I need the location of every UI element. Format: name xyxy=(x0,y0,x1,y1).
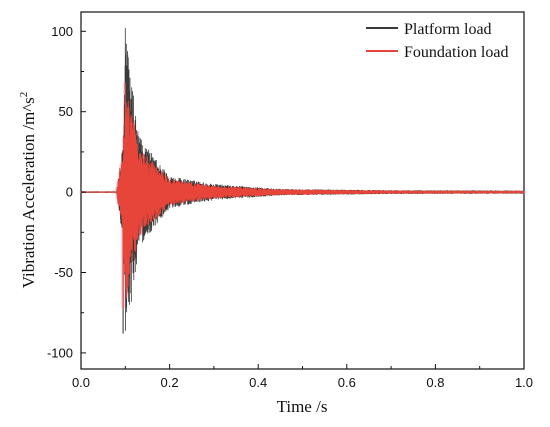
foundation-load-line xyxy=(80,82,525,308)
series-foundation-load xyxy=(80,82,525,308)
y-axis-title: Vibration Acceleration /m^s2 xyxy=(18,92,38,289)
y-tick-label-3: -50 xyxy=(54,265,73,280)
legend-label-foundation: Foundation load xyxy=(404,44,508,61)
y-tick-label-0: 100 xyxy=(51,24,73,39)
x-tick-label-3: 0.6 xyxy=(338,375,356,390)
y-axis-ticks: 100 50 0 -50 -100 xyxy=(47,24,86,360)
x-axis-ticks: 0.0 0.2 0.4 0.6 0.8 1.0 xyxy=(72,364,533,390)
x-tick-label-2: 0.4 xyxy=(249,375,267,390)
y-tick-label-2: 0 xyxy=(66,185,73,200)
x-axis-title: Time /s xyxy=(277,397,328,416)
series-platform-load xyxy=(80,28,525,334)
x-tick-label-4: 0.8 xyxy=(426,375,444,390)
legend-label-platform: Platform load xyxy=(404,21,492,38)
y-tick-label-4: -100 xyxy=(47,345,73,360)
y-axis-title-superscript: 2 xyxy=(18,92,30,98)
y-tick-label-1: 50 xyxy=(59,104,73,119)
y-axis-title-main: Vibration Acceleration /m^s xyxy=(19,97,38,288)
x-tick-label-5: 1.0 xyxy=(515,375,533,390)
legend: Platform load Foundation load xyxy=(366,21,508,61)
x-tick-label-0: 0.0 xyxy=(72,375,90,390)
platform-load-line xyxy=(80,28,525,334)
x-tick-label-1: 0.2 xyxy=(161,375,179,390)
